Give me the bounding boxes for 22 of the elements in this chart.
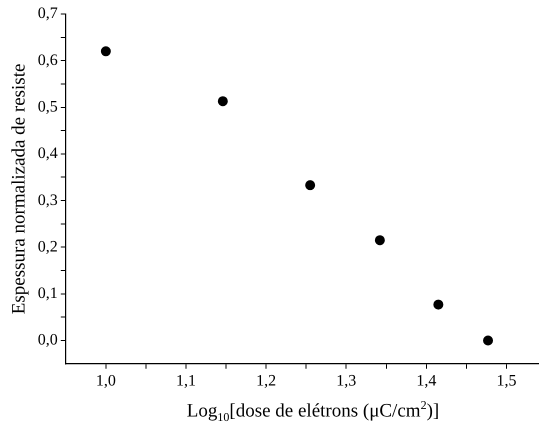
point [100, 46, 111, 56]
point [483, 335, 494, 346]
x-tick-label: 1,2 [256, 372, 276, 390]
y-tick-label: 0,2 [38, 238, 58, 256]
x-tick-label: 1,1 [176, 372, 196, 390]
y-axis-title: Espessura normalizada de resiste [8, 64, 30, 314]
y-tick-label: 0,6 [38, 52, 58, 69]
point [433, 300, 444, 310]
y-tick-label: 0,3 [38, 192, 58, 209]
y-tick-label: 0,0 [38, 332, 58, 349]
x-tick-label: 1,5 [496, 372, 516, 390]
point [218, 96, 228, 106]
x-axis-title: Log$_{10}$[dose de elétrons (μC/cm$^{2}$)] [186, 398, 440, 426]
x-tick-label: 1,3 [336, 372, 356, 390]
y-tick-label: 0,5 [38, 98, 58, 116]
y-tick-label: 0,4 [38, 145, 58, 162]
y-tick-label: 0,7 [38, 5, 58, 22]
y-tick-label: 0,1 [38, 285, 58, 302]
point [374, 235, 385, 246]
x-tick-label: 1,0 [96, 372, 116, 390]
point [305, 180, 316, 190]
x-tick-label: 1,4 [416, 372, 436, 390]
